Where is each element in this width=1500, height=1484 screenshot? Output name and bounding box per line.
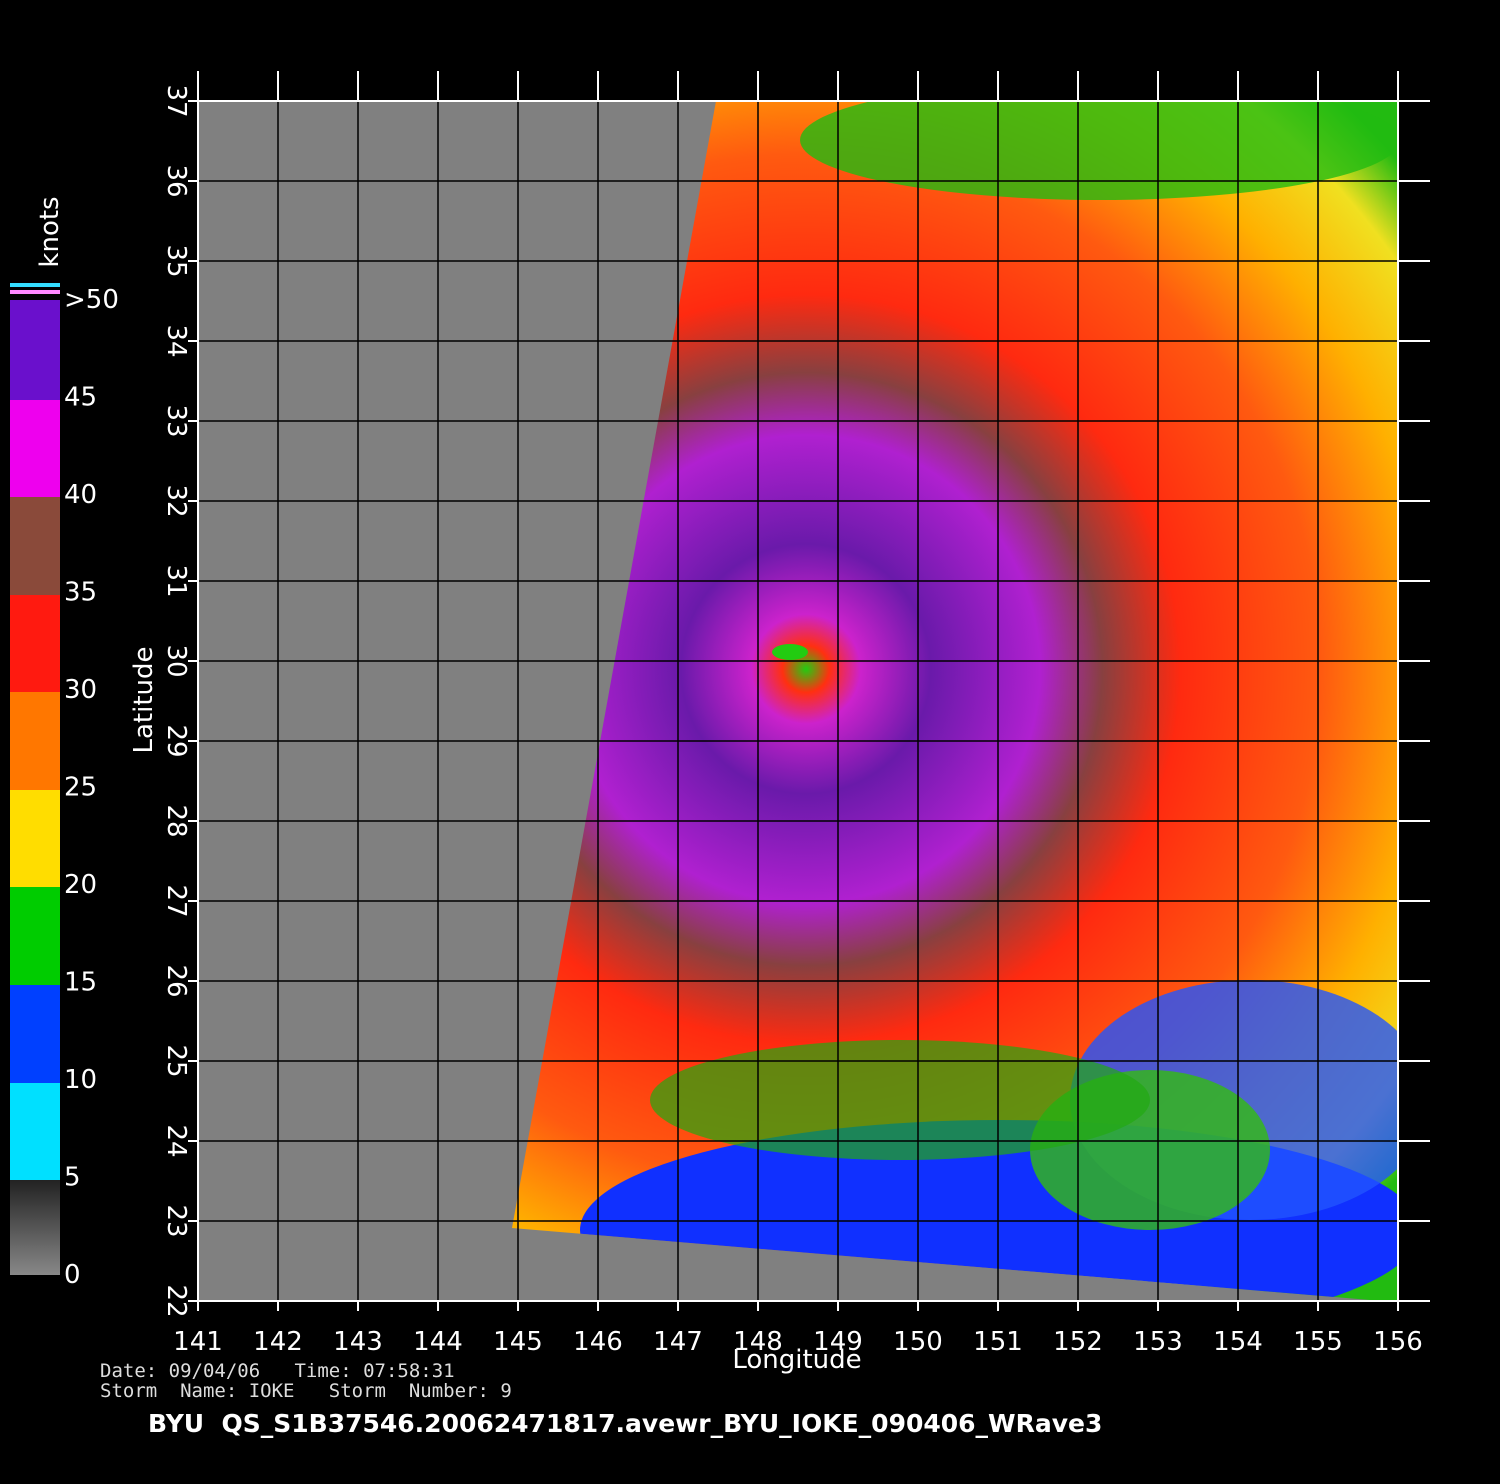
- x-tick-label: 156: [1373, 1327, 1423, 1357]
- x-tick-label: 141: [173, 1327, 223, 1357]
- x-tick-label: 147: [653, 1327, 703, 1357]
- x-tick-label: 143: [333, 1327, 383, 1357]
- x-tick-label: 142: [253, 1327, 303, 1357]
- colorbar-tick-label: 25: [64, 773, 97, 803]
- colorbar-tick-label: 30: [64, 675, 97, 705]
- y-tick-label: 30: [161, 644, 191, 677]
- y-tick-label: 34: [161, 324, 191, 357]
- x-tick-label: 155: [1293, 1327, 1343, 1357]
- y-tick-label: 28: [161, 804, 191, 837]
- colorbar-tick-label: 35: [64, 578, 97, 608]
- colorbar-tick-label: 40: [64, 480, 97, 510]
- x-tick-label: 148: [733, 1327, 783, 1357]
- colorbar-tick-label: 0: [64, 1260, 81, 1290]
- x-tick-label: 152: [1053, 1327, 1103, 1357]
- y-tick-label: 22: [161, 1284, 191, 1317]
- colorbar-tick-label: >50: [64, 285, 119, 315]
- footer-date: Date: 09/04/06 Time: 07:58:31: [100, 1360, 455, 1382]
- x-tick-label: 149: [813, 1327, 863, 1357]
- x-tick-label: 153: [1133, 1327, 1183, 1357]
- y-tick-label: 26: [161, 964, 191, 997]
- footer-file: BYU QS_S1B37546.20062471817.avewr_BYU_IO…: [148, 1409, 1102, 1438]
- x-tick-label: 154: [1213, 1327, 1263, 1357]
- colorbar-tick-label: 15: [64, 968, 97, 998]
- x-tick-label: 150: [893, 1327, 943, 1357]
- y-axis-label: Latitude: [129, 646, 159, 753]
- y-tick-label: 36: [161, 164, 191, 197]
- y-tick-label: 24: [161, 1124, 191, 1157]
- y-tick-label: 35: [161, 244, 191, 277]
- x-axis-label: Longitude: [732, 1345, 861, 1375]
- x-tick-label: 144: [413, 1327, 463, 1357]
- y-tick-label: 23: [161, 1204, 191, 1237]
- y-tick-label: 33: [161, 404, 191, 437]
- y-tick-label: 31: [161, 564, 191, 597]
- colorbar: [10, 283, 60, 1275]
- colorbar-tick-label: 5: [64, 1163, 81, 1193]
- plot-frame: [197, 100, 1399, 1302]
- y-tick-label: 25: [161, 1044, 191, 1077]
- grid: [188, 71, 1430, 1311]
- colorbar-title: knots: [35, 196, 65, 267]
- x-tick-label: 151: [973, 1327, 1023, 1357]
- x-tick-label: 145: [493, 1327, 543, 1357]
- y-tick-label: 27: [161, 884, 191, 917]
- x-tick-label: 146: [573, 1327, 623, 1357]
- y-tick-label: 32: [161, 484, 191, 517]
- colorbar-tick-label: 10: [64, 1065, 97, 1095]
- y-tick-label: 29: [161, 724, 191, 757]
- colorbar-tick-label: 45: [64, 383, 97, 413]
- colorbar-tick-label: 20: [64, 870, 97, 900]
- footer-storm: Storm Name: IOKE Storm Number: 9: [100, 1380, 512, 1402]
- y-tick-label: 37: [161, 84, 191, 117]
